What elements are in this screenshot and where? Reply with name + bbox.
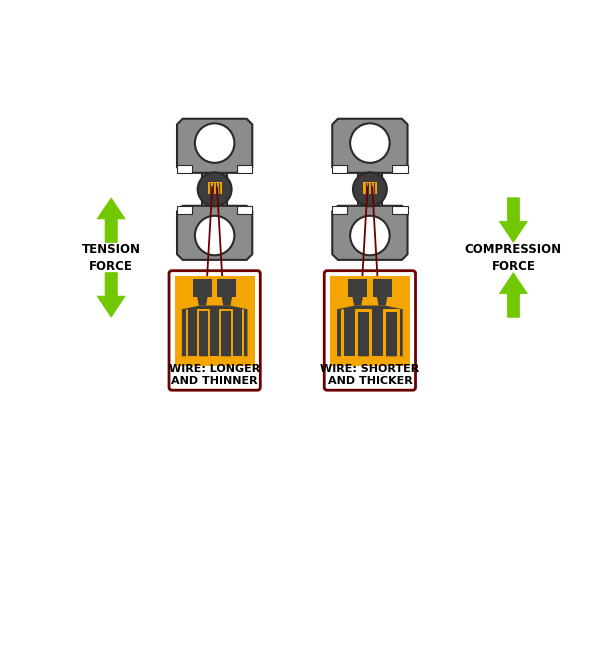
Bar bbox=[237, 165, 253, 173]
FancyBboxPatch shape bbox=[169, 271, 260, 390]
Bar bbox=[193, 279, 212, 297]
Circle shape bbox=[198, 173, 232, 206]
Bar bbox=[393, 165, 407, 173]
Polygon shape bbox=[97, 198, 125, 243]
Polygon shape bbox=[177, 206, 253, 260]
Polygon shape bbox=[182, 306, 248, 357]
Bar bbox=[348, 279, 367, 297]
Polygon shape bbox=[97, 273, 125, 317]
Text: WIRE: SHORTER
AND THICKER: WIRE: SHORTER AND THICKER bbox=[320, 364, 419, 386]
Bar bbox=[208, 182, 222, 194]
Circle shape bbox=[350, 123, 390, 163]
Bar bbox=[237, 206, 253, 214]
Text: WIRE: LONGER
AND THINNER: WIRE: LONGER AND THINNER bbox=[169, 364, 260, 386]
Bar bbox=[393, 206, 407, 214]
Bar bbox=[175, 276, 255, 366]
Bar bbox=[202, 173, 227, 206]
Bar bbox=[217, 279, 236, 297]
Bar bbox=[332, 165, 347, 173]
Bar bbox=[177, 165, 192, 173]
Text: TENSION
FORCE: TENSION FORCE bbox=[82, 243, 141, 273]
Bar bbox=[358, 173, 382, 206]
Polygon shape bbox=[353, 297, 363, 306]
Circle shape bbox=[195, 215, 234, 255]
Circle shape bbox=[353, 173, 387, 206]
Polygon shape bbox=[332, 206, 407, 260]
Circle shape bbox=[350, 215, 390, 255]
Bar bbox=[330, 276, 410, 366]
FancyBboxPatch shape bbox=[324, 271, 416, 390]
Text: COMPRESSION
FORCE: COMPRESSION FORCE bbox=[465, 243, 562, 273]
Circle shape bbox=[195, 123, 234, 163]
Bar bbox=[363, 182, 377, 194]
Bar bbox=[177, 206, 192, 214]
Polygon shape bbox=[500, 273, 527, 317]
Polygon shape bbox=[197, 297, 208, 306]
Bar bbox=[332, 206, 347, 214]
Polygon shape bbox=[332, 119, 407, 173]
Polygon shape bbox=[177, 119, 253, 173]
Polygon shape bbox=[337, 306, 402, 357]
Polygon shape bbox=[500, 198, 527, 243]
Polygon shape bbox=[377, 297, 387, 306]
Polygon shape bbox=[222, 297, 232, 306]
Bar bbox=[373, 279, 392, 297]
